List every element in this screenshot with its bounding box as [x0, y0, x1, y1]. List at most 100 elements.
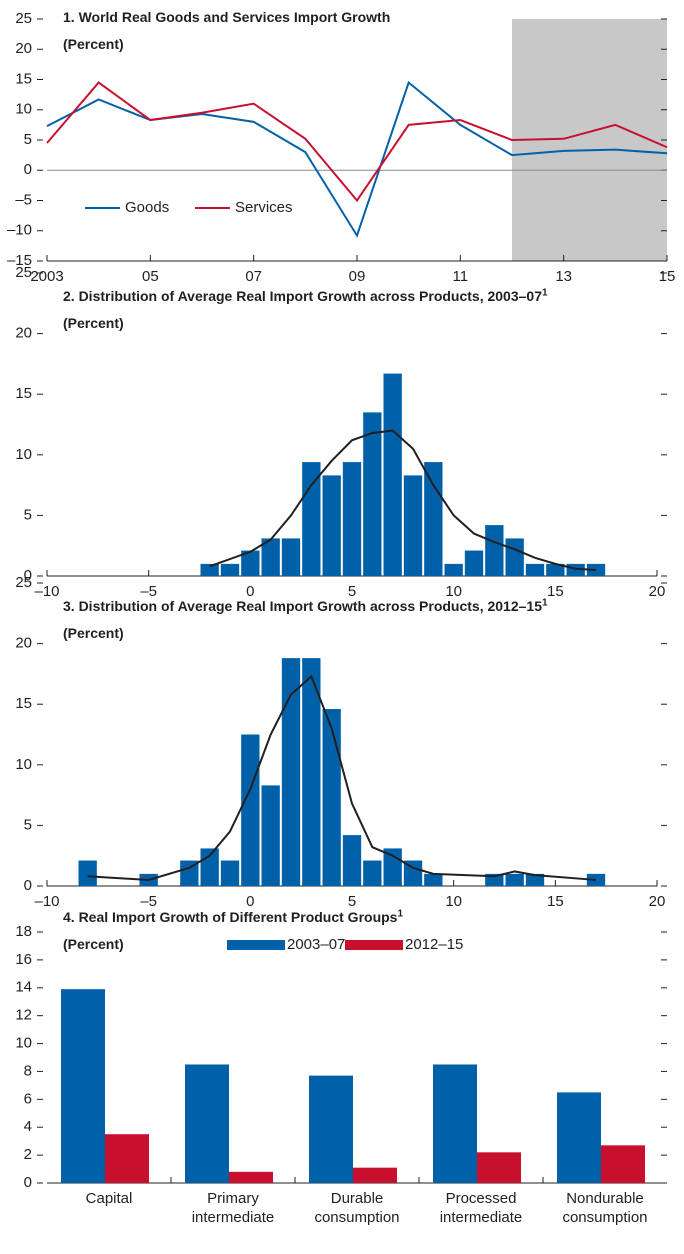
title: 2. Distribution of Average Real Import G…	[63, 283, 583, 310]
histogram-bar	[505, 873, 524, 886]
bar	[61, 989, 105, 1183]
y-tick-label: 15	[15, 385, 32, 402]
legend-label: Goods	[125, 199, 169, 216]
histogram-bar	[281, 658, 301, 886]
histogram-bar	[464, 550, 484, 576]
histogram-bar	[546, 563, 565, 576]
title-text: 4. Real Import Growth of Different Produ…	[63, 909, 398, 925]
histogram-bar	[261, 785, 280, 886]
y-tick-label: 5	[24, 506, 32, 523]
x-tick-label: Processed intermediate	[439, 1190, 523, 1226]
histogram-bar	[424, 873, 443, 886]
y-tick-label: 0	[24, 161, 32, 178]
legend-label: 2003–07	[287, 936, 345, 953]
y-tick-label: 4	[24, 1118, 32, 1135]
histogram-bar	[505, 538, 524, 576]
x-tick-label: 11	[453, 268, 469, 285]
x-tick-label: Primary intermediate	[191, 1190, 275, 1226]
title: 4. Real Import Growth of Different Produ…	[63, 904, 583, 931]
x-tick-label: –5	[140, 893, 157, 910]
x-tick-label: 05	[142, 268, 159, 285]
y-tick-label: 6	[24, 1090, 32, 1107]
y-tick-label: 15	[15, 70, 32, 87]
histogram-bar	[200, 848, 219, 886]
histogram-bar	[342, 462, 362, 576]
y-tick-label: 20	[15, 40, 32, 57]
histogram-bar	[200, 563, 219, 576]
x-tick-label: 10	[445, 893, 462, 910]
footnote-mark: 1	[397, 908, 404, 920]
legend-label: Services	[235, 199, 293, 216]
bar	[229, 1171, 273, 1183]
x-tick-label: 20	[649, 893, 666, 910]
histogram-bar	[342, 835, 362, 886]
histogram-bar	[302, 658, 321, 886]
x-tick-label: 20	[649, 583, 666, 600]
histogram-bar	[180, 860, 199, 886]
x-tick-label: –5	[140, 583, 157, 600]
bar	[185, 1064, 229, 1183]
histogram-bar	[241, 734, 260, 886]
x-tick-label: 0	[246, 583, 254, 600]
fit-line	[87, 674, 597, 881]
histogram-bar	[383, 373, 402, 576]
y-tick-label: 8	[24, 1062, 32, 1079]
y-tick-label: –5	[15, 191, 32, 208]
y-tick-label: 25	[15, 10, 32, 27]
subtitle: (Percent)	[63, 36, 124, 52]
x-tick-label: –10	[34, 893, 59, 910]
bar	[477, 1152, 521, 1183]
y-tick-label: 14	[15, 979, 32, 996]
x-tick-label: 2003	[30, 268, 63, 285]
y-tick-label: 18	[15, 923, 32, 940]
x-tick-label: –10	[34, 583, 59, 600]
bar	[309, 1075, 353, 1183]
y-tick-label: 0	[24, 567, 32, 584]
y-tick-label: 20	[15, 325, 32, 342]
histogram-bar	[525, 873, 545, 886]
footnote-mark: 1	[542, 597, 548, 609]
y-tick-label: 10	[15, 101, 32, 118]
histogram-bar	[363, 412, 382, 576]
y-tick-label: 20	[15, 635, 32, 652]
y-tick-label: 16	[15, 951, 32, 968]
title-block: 2. Distribution of Average Real Import G…	[63, 283, 583, 337]
legend-swatch	[227, 940, 285, 950]
title-text: 1. World Real Goods and Services Import …	[63, 9, 391, 25]
x-tick-label: 0	[246, 893, 254, 910]
x-tick-label: 07	[245, 268, 262, 285]
y-tick-label: 10	[15, 1035, 32, 1052]
x-tick-label: 09	[349, 268, 366, 285]
histogram-bar	[322, 475, 341, 576]
y-tick-label: 10	[15, 756, 32, 773]
y-tick-label: 25	[15, 574, 32, 591]
y-tick-label: 0	[24, 877, 32, 894]
y-tick-label: 5	[24, 816, 32, 833]
title-text: 3. Distribution of Average Real Import G…	[63, 598, 542, 614]
y-tick-label: –15	[7, 252, 32, 269]
title: 1. World Real Goods and Services Import …	[63, 4, 583, 31]
y-tick-label: 15	[15, 695, 32, 712]
x-tick-label: Capital	[85, 1190, 133, 1207]
x-tick-label: 5	[348, 583, 356, 600]
histogram-bar	[261, 538, 280, 576]
x-tick-label: 15	[659, 268, 676, 285]
y-tick-label: 10	[15, 446, 32, 463]
bar	[353, 1167, 397, 1183]
series-line	[46, 81, 668, 203]
bar	[433, 1064, 477, 1183]
histogram-bar	[403, 860, 423, 886]
histogram-bar	[403, 475, 423, 576]
title: 3. Distribution of Average Real Import G…	[63, 593, 583, 620]
y-tick-label: 12	[15, 1007, 32, 1024]
x-tick-label: 15	[547, 893, 564, 910]
subtitle: (Percent)	[63, 315, 124, 331]
y-tick-label: 5	[24, 131, 32, 148]
legend-label: 2012–15	[405, 936, 463, 953]
x-tick-label: 10	[445, 583, 462, 600]
footnote-mark: 1	[542, 287, 548, 299]
title-block: 3. Distribution of Average Real Import G…	[63, 593, 583, 647]
histogram-bar	[363, 860, 382, 886]
